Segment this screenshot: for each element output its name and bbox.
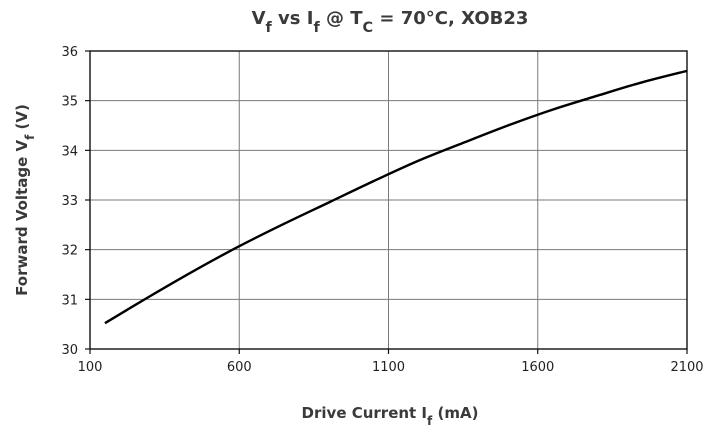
y-tick-label: 32 <box>61 244 78 259</box>
y-tick-label: 36 <box>61 45 78 60</box>
y-axis-title: Forward Voltage Vf (V) <box>13 104 37 296</box>
x-tick-label: 1100 <box>372 360 405 375</box>
x-tick-label: 100 <box>78 360 103 375</box>
series-line <box>104 69 688 325</box>
y-tick-labels: 30 31 32 33 34 35 36 <box>61 45 78 358</box>
x-axis-title: Drive Current If (mA) <box>302 404 479 428</box>
x-tick-labels: 100 600 1100 1600 2100 <box>78 360 704 375</box>
grid-lines <box>85 50 688 354</box>
y-tick-label: 30 <box>61 343 78 358</box>
y-tick-label: 31 <box>61 293 78 308</box>
y-tick-label: 35 <box>61 95 78 110</box>
chart-title: Vf vs If @ TC = 70°C, XOB23 <box>252 8 529 36</box>
series-layer <box>104 69 688 325</box>
x-tick-label: 600 <box>227 360 252 375</box>
y-tick-label: 34 <box>61 144 78 159</box>
x-tick-label: 2100 <box>670 360 703 375</box>
x-tick-label: 1600 <box>521 360 554 375</box>
plot-frame <box>89 50 688 350</box>
y-tick-label: 33 <box>61 194 78 209</box>
